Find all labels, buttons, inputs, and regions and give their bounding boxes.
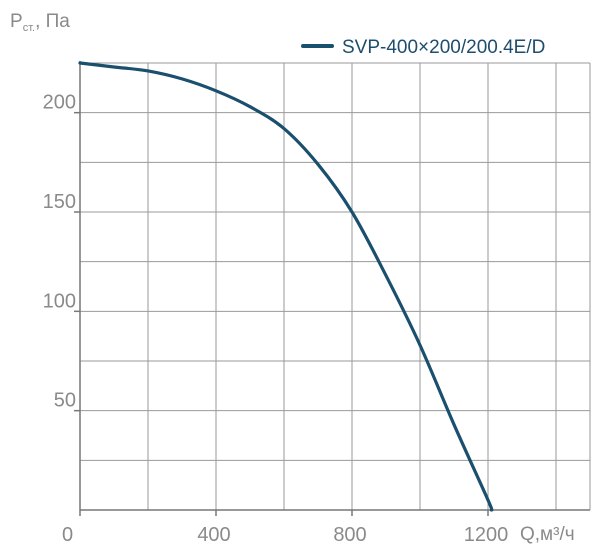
chart-grid	[79, 61, 591, 511]
x-axis-label: Q,м³/ч	[520, 524, 575, 545]
x-tick-label: 800	[333, 524, 366, 546]
y-tick-label: 200	[43, 92, 76, 114]
y-axis-label-unit: , Па	[35, 11, 70, 32]
y-tick-label: 50	[54, 390, 76, 412]
legend-label: SVP-400×200/200.4E/D	[342, 37, 545, 58]
y-tick-label: 100	[43, 290, 76, 312]
y-axis-label: Pст., Па	[10, 11, 70, 34]
y-tick-label: 150	[43, 191, 76, 213]
x-tick-label: 0	[62, 524, 73, 546]
plot-area	[78, 61, 494, 512]
series-line	[78, 61, 494, 512]
x-tick-label: 1200	[464, 524, 509, 546]
legend: SVP-400×200/200.4E/D	[301, 37, 545, 58]
x-tick-label: 400	[197, 524, 230, 546]
tick-labels: 0 400 800 1200 50 100 150 200	[43, 92, 509, 546]
y-axis-label-sub: ст.	[23, 22, 35, 34]
y-axis-label-main: P	[10, 11, 23, 32]
